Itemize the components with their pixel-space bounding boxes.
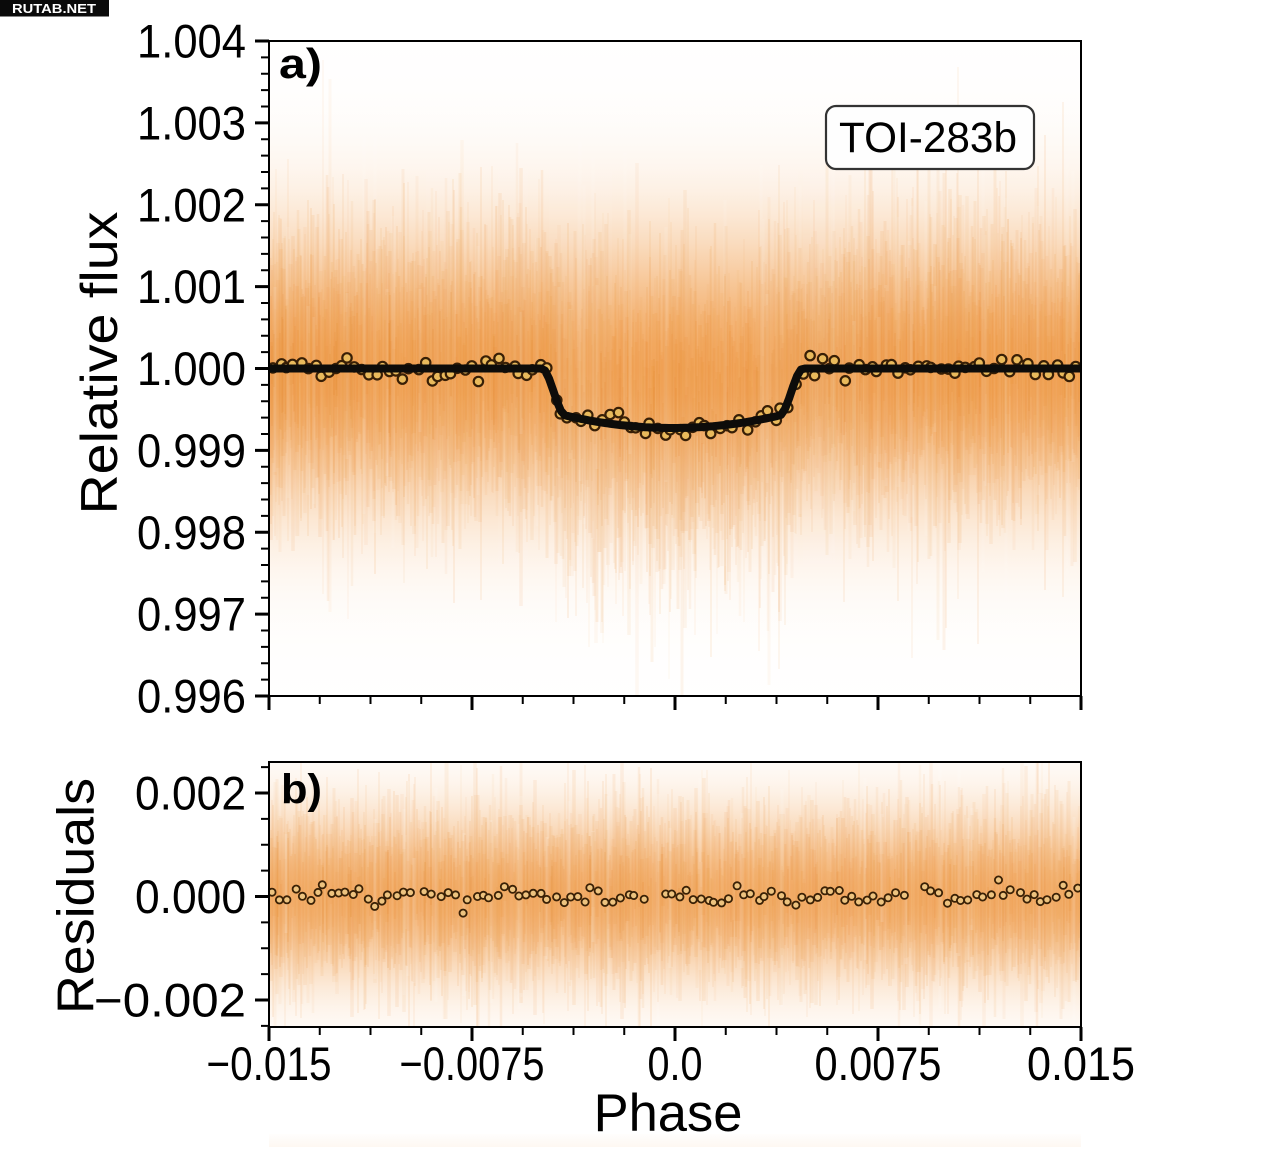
- svg-text:0.000: 0.000: [135, 870, 246, 923]
- svg-text:Residuals: Residuals: [48, 778, 106, 1014]
- svg-text:−0.0075: −0.0075: [400, 1037, 545, 1090]
- svg-text:1.001: 1.001: [137, 260, 246, 313]
- svg-text:0.996: 0.996: [137, 670, 246, 723]
- svg-text:0.015: 0.015: [1027, 1037, 1135, 1090]
- svg-text:1.004: 1.004: [137, 15, 246, 68]
- svg-text:0.997: 0.997: [137, 588, 246, 641]
- svg-text:−0.015: −0.015: [207, 1037, 332, 1090]
- svg-text:0.0075: 0.0075: [815, 1037, 942, 1090]
- svg-text:a): a): [279, 40, 322, 87]
- svg-text:0.0: 0.0: [648, 1037, 703, 1090]
- svg-text:0.002: 0.002: [135, 767, 246, 820]
- svg-text:1.003: 1.003: [137, 96, 246, 149]
- svg-text:RUTAB.NET: RUTAB.NET: [12, 2, 96, 16]
- svg-text:0.999: 0.999: [137, 424, 246, 477]
- svg-text:Relative flux: Relative flux: [71, 212, 129, 515]
- svg-text:0.998: 0.998: [137, 506, 246, 559]
- svg-text:b): b): [281, 766, 322, 813]
- svg-text:Phase: Phase: [594, 1084, 743, 1143]
- svg-text:TOI-283b: TOI-283b: [839, 114, 1017, 162]
- svg-text:−0.002: −0.002: [94, 974, 246, 1027]
- svg-text:1.002: 1.002: [137, 178, 246, 231]
- svg-text:1.000: 1.000: [137, 342, 246, 395]
